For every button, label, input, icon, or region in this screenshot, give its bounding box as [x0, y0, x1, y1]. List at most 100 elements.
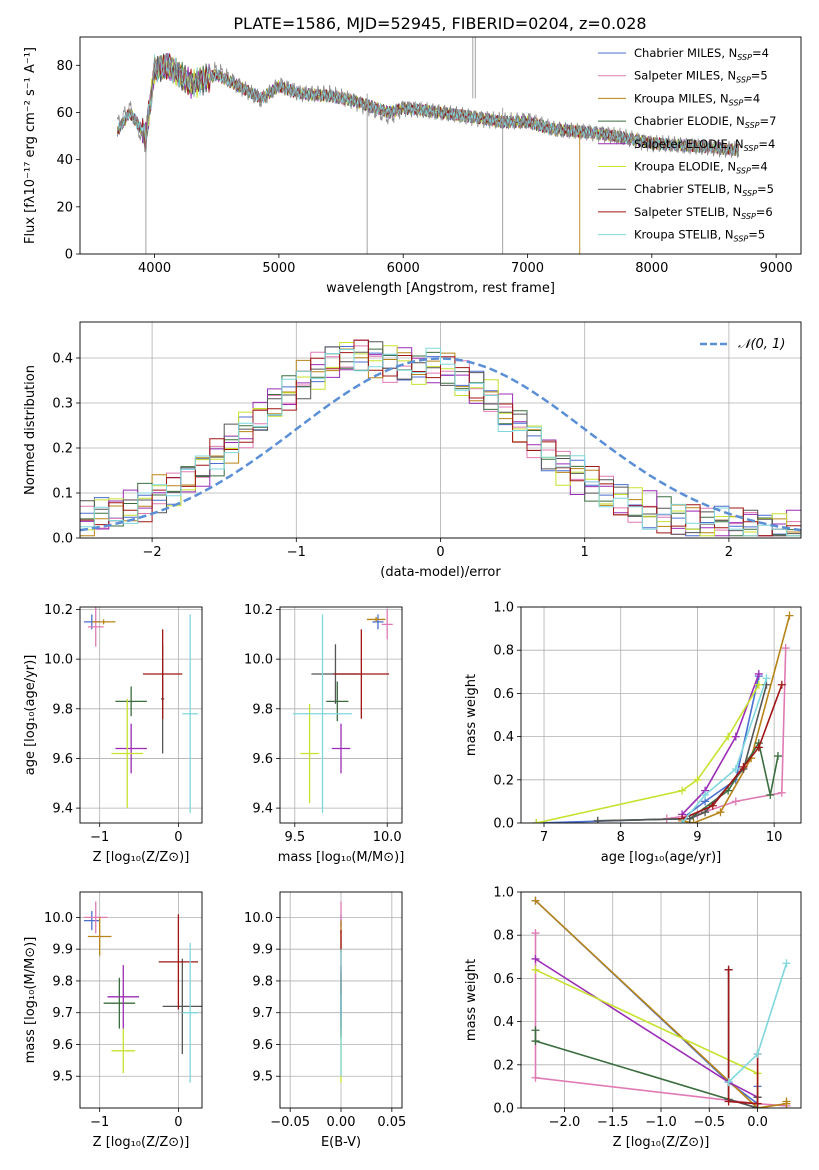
legend-entry-subscript: SSP	[745, 121, 760, 130]
x-tick-label: 0.0	[747, 1115, 768, 1130]
weight-lines	[532, 611, 794, 823]
y-tick-label: 0.0	[493, 1102, 514, 1117]
x-tick-label: 9000	[760, 261, 793, 276]
data-point-marker	[731, 765, 740, 773]
panel-1: −2 −1 0 1 2 0.0 0.1 0.2 0.3 0.4 (data-model)/error…	[23, 321, 802, 580]
legend-entry-count: =7	[760, 114, 777, 128]
data-point-marker	[678, 819, 687, 823]
legend-entry-count: =5	[748, 228, 765, 242]
y-axis-label: age [log₁₀(age/yr)]	[23, 655, 38, 776]
data-point-marker	[785, 611, 794, 620]
legend-entry-text: Chabrier MILES, N	[634, 46, 737, 60]
y-tick-label: 9.4	[52, 802, 73, 817]
data-point-marker	[708, 801, 717, 810]
plot-frame	[520, 891, 802, 1109]
data-point-marker	[753, 1099, 762, 1108]
data-point-marker	[754, 680, 763, 689]
y-tick-label: 0.2	[493, 773, 514, 788]
y-tick-label: 1.0	[493, 886, 514, 901]
y-tick-label: 0.4	[52, 352, 73, 367]
x-tick-label: 8000	[635, 261, 668, 276]
data-point-marker	[693, 775, 702, 784]
legend-entry: Chabrier ELODIE, NSSP=7	[634, 114, 776, 130]
y-axis-label: Normed distribution	[23, 365, 38, 495]
data-point-marker	[777, 680, 786, 689]
legend-entry-count: =4	[758, 137, 775, 151]
y-axis-label: Flux [fλ10⁻¹⁷ erg cm⁻² s⁻¹ A⁻¹]	[23, 47, 38, 244]
x-tick-label: 0	[174, 830, 182, 845]
legend-entry-text: Kroupa MILES, N	[634, 91, 729, 105]
data-point-marker	[724, 1078, 733, 1087]
x-tick-label: −1.0	[645, 1115, 677, 1130]
data-point-marker	[724, 732, 733, 741]
data-point-marker	[701, 790, 710, 799]
x-axis-label: E(B-V)	[321, 1135, 361, 1150]
y-axis-label: mass weight	[464, 959, 479, 1041]
data-point-marker	[531, 1037, 540, 1046]
x-tick-label: 0.05	[377, 1115, 406, 1130]
y-tick-label: 10.2	[244, 603, 273, 618]
data-point-marker	[782, 959, 791, 968]
legend-entry-text: Salpeter ELODIE, N	[634, 137, 744, 151]
y-tick-label: 0.8	[493, 644, 514, 659]
y-tick-label: 0.8	[493, 929, 514, 944]
x-axis-label: Z [log₁₀(Z/Z⊙)]	[93, 850, 190, 865]
legend-entry-text: Chabrier STELIB, N	[634, 182, 742, 196]
x-tick-label: −1	[90, 830, 109, 845]
x-tick-label: −0.05	[270, 1115, 310, 1130]
data-point-marker	[593, 816, 602, 823]
data-point-marker	[773, 752, 782, 761]
y-tick-label: 0.2	[493, 1058, 514, 1073]
gaussian-curve	[80, 357, 801, 532]
legend-entry-subscript: SSP	[736, 167, 751, 176]
data-point-marker	[739, 762, 748, 771]
x-tick-label: 5000	[262, 261, 295, 276]
y-tick-label: 40	[56, 153, 73, 168]
legend-entry: Kroupa ELODIE, NSSP=4	[634, 160, 768, 176]
y-tick-label: 1.0	[493, 601, 514, 616]
legend-entry-subscript: SSP	[737, 53, 752, 62]
y-tick-label: 20	[56, 200, 73, 215]
legend-entry-text: Chabrier ELODIE, N	[634, 114, 745, 128]
y-tick-label: 0.1	[52, 487, 73, 502]
y-tick-label: 0.0	[493, 817, 514, 832]
legend-entry-count: =5	[751, 69, 768, 83]
data-point-marker	[531, 1073, 540, 1082]
x-tick-label: −1	[90, 1115, 109, 1130]
y-tick-label: 9.6	[52, 1038, 73, 1053]
histogram-step	[80, 347, 801, 537]
x-tick-label: 0	[174, 1115, 182, 1130]
x-tick-label: 0	[436, 545, 444, 560]
legend-entry-subscript: SSP	[741, 212, 756, 221]
data-point-marker	[731, 797, 740, 806]
legend-entry-text: Kroupa STELIB, N	[634, 228, 734, 242]
x-tick-label: 6000	[387, 261, 420, 276]
x-tick-label: 1	[581, 545, 589, 560]
series-line	[681, 673, 760, 815]
panel-5: −1 0 9.5 9.6 9.7 9.8 9.9 10.0 Z [log₁₀(Z/Z⊙)] mas…	[23, 891, 203, 1150]
data-point-marker	[532, 819, 541, 823]
x-axis-label: Z [log₁₀(Z/Z⊙)]	[613, 1135, 710, 1150]
legend-entry-subscript: SSP	[744, 144, 759, 153]
y-tick-label: 10.0	[244, 653, 273, 668]
plot-frame	[79, 606, 203, 824]
y-tick-label: 0.3	[52, 397, 73, 412]
y-tick-label: 10.0	[244, 911, 273, 926]
x-axis-label: age [log₁₀(age/yr)]	[601, 850, 722, 865]
plot-frame	[520, 606, 802, 824]
y-tick-label: 9.4	[252, 802, 273, 817]
y-axis-label: mass [log₁₀(M/M⊙)]	[23, 937, 38, 1064]
data-point-marker	[762, 674, 771, 683]
data-point-marker	[724, 1097, 733, 1106]
y-tick-label: 9.5	[252, 1070, 273, 1085]
y-tick-label: 9.7	[252, 1006, 273, 1021]
y-tick-label: 0.6	[493, 687, 514, 702]
data-point-marker	[678, 786, 687, 795]
x-tick-label: −0.5	[693, 1115, 725, 1130]
data-point-marker	[777, 788, 786, 797]
panel-0: 4000 5000 6000 7000 8000 9000 0 20 40 60 80 wavelen…	[23, 36, 802, 296]
legend-entry-subscript: SSP	[729, 98, 744, 107]
panel-7: −2.0 −1.5 −1.0 −0.5 0.0 0.0 0.2 0.4 0.6 0.8 1.0 Z […	[464, 886, 802, 1150]
legend-entry: Salpeter STELIB, NSSP=6	[634, 205, 773, 221]
